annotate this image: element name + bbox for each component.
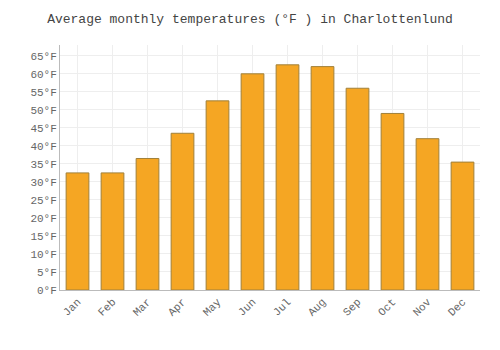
svg-text:30°F: 30°F xyxy=(30,177,56,189)
svg-text:Jan: Jan xyxy=(61,296,83,318)
svg-text:10°F: 10°F xyxy=(30,249,56,261)
svg-text:60°F: 60°F xyxy=(30,69,56,81)
svg-text:40°F: 40°F xyxy=(30,141,56,153)
svg-text:0°F: 0°F xyxy=(37,285,57,297)
svg-text:50°F: 50°F xyxy=(30,105,56,117)
svg-text:45°F: 45°F xyxy=(30,123,56,135)
svg-text:May: May xyxy=(201,296,224,319)
svg-text:35°F: 35°F xyxy=(30,159,56,171)
svg-text:55°F: 55°F xyxy=(30,87,56,99)
svg-text:Apr: Apr xyxy=(166,296,188,318)
svg-text:Sep: Sep xyxy=(341,296,363,318)
svg-text:Aug: Aug xyxy=(306,296,328,318)
svg-text:5°F: 5°F xyxy=(37,267,57,279)
svg-text:Feb: Feb xyxy=(96,296,118,318)
svg-text:Nov: Nov xyxy=(411,296,434,319)
svg-text:Mar: Mar xyxy=(131,296,153,318)
svg-text:15°F: 15°F xyxy=(30,231,56,243)
svg-text:Oct: Oct xyxy=(376,296,398,318)
svg-text:Jul: Jul xyxy=(271,296,293,318)
svg-text:25°F: 25°F xyxy=(30,195,56,207)
svg-text:Average monthly temperatures (: Average monthly temperatures (°F ) in Ch… xyxy=(47,12,453,27)
svg-text:20°F: 20°F xyxy=(30,213,56,225)
svg-text:Jun: Jun xyxy=(236,296,258,318)
svg-text:65°F: 65°F xyxy=(30,51,56,63)
svg-text:Dec: Dec xyxy=(446,296,468,318)
